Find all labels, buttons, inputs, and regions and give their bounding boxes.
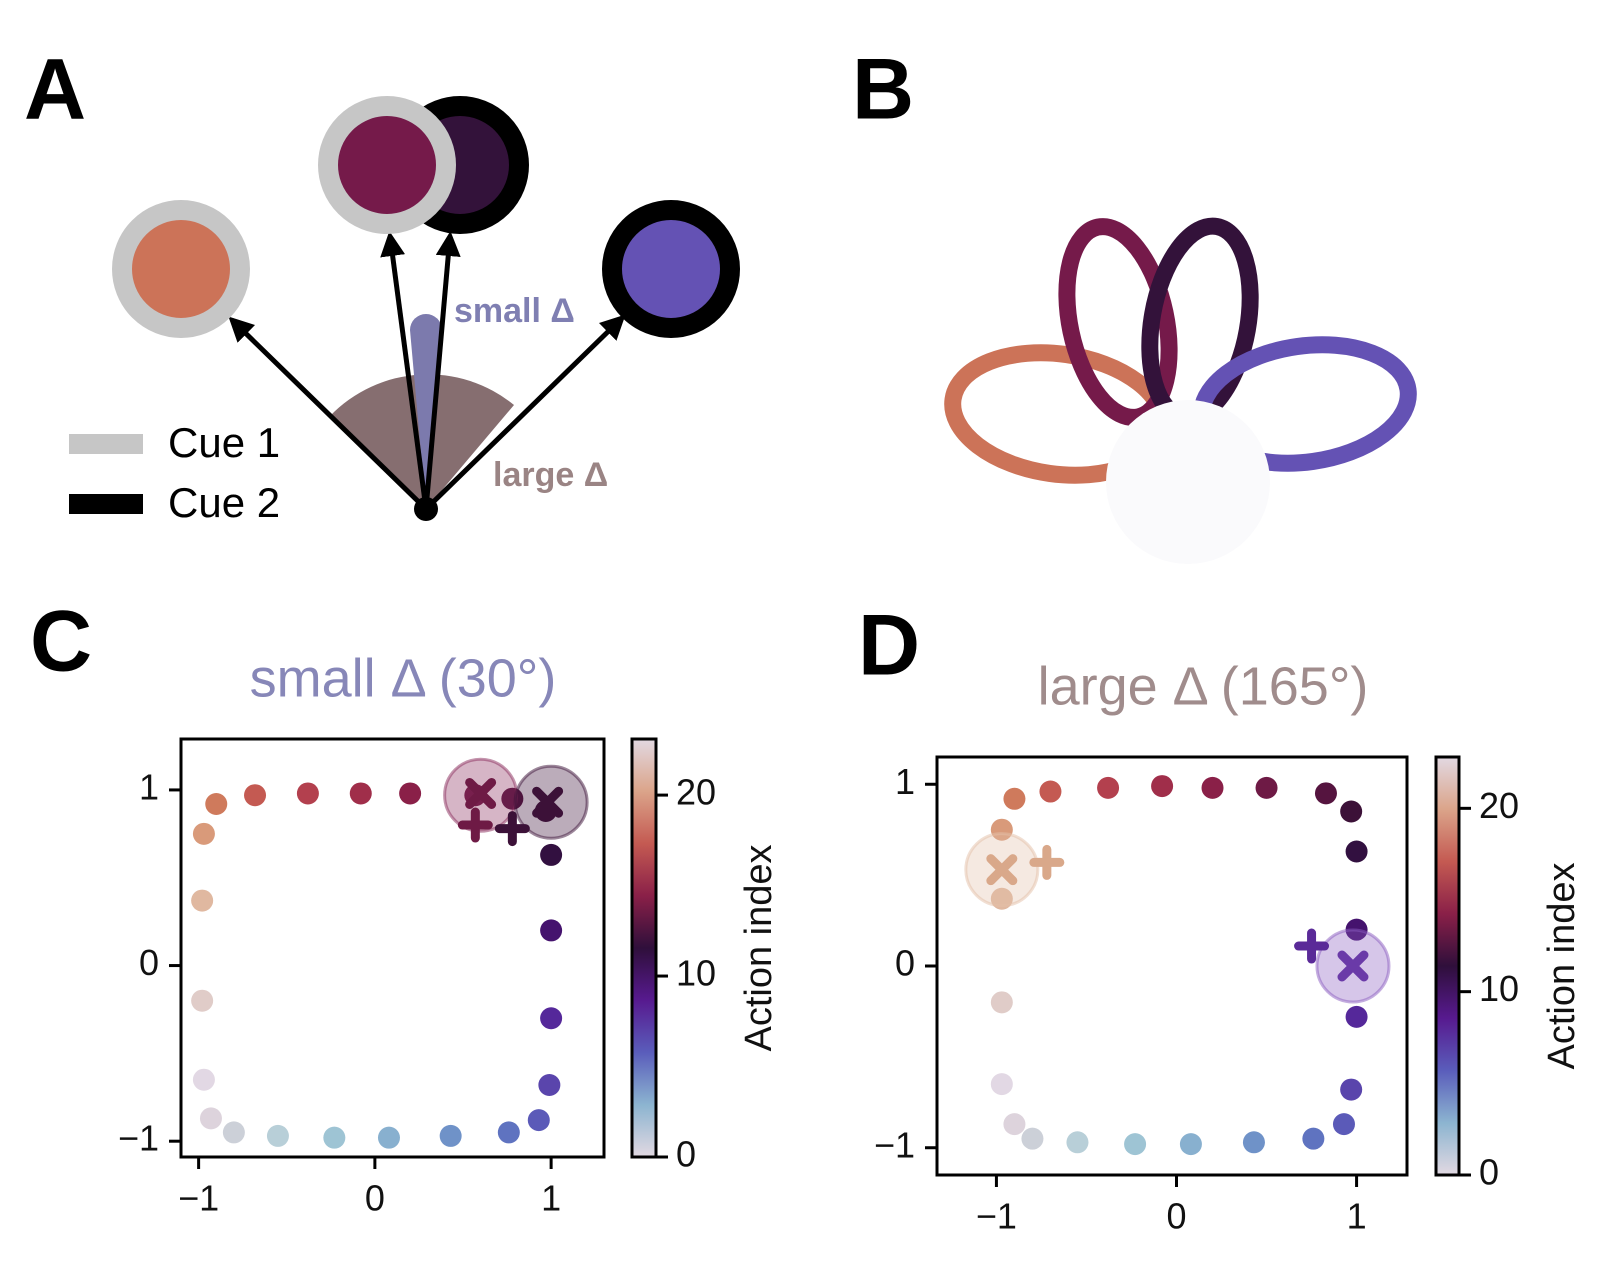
x-marker — [465, 777, 497, 809]
axes-frame — [179, 737, 606, 1159]
point — [990, 1073, 1013, 1096]
colorbar-label: Action index — [738, 844, 780, 1051]
y-tick-label: 1 — [895, 761, 915, 802]
point — [1345, 840, 1368, 863]
point — [1066, 1131, 1089, 1154]
point — [1345, 1005, 1368, 1028]
plus-marker — [1294, 928, 1330, 964]
legend-label: Cue 2 — [168, 479, 280, 526]
colorbar — [1434, 755, 1461, 1177]
point — [1179, 1133, 1202, 1156]
y-tick-label: −1 — [874, 1124, 915, 1165]
point — [192, 822, 215, 845]
point — [990, 991, 1013, 1014]
x-tick-label: −1 — [976, 1196, 1017, 1237]
point — [1255, 776, 1278, 799]
colorbar-tick-label: 20 — [676, 772, 716, 813]
x-tick-label: −1 — [178, 1178, 219, 1219]
arrow — [228, 316, 428, 511]
x-tick-label: 1 — [1347, 1196, 1367, 1237]
diagram-b — [944, 217, 1417, 564]
point — [540, 1007, 563, 1030]
x-tick-label: 0 — [1166, 1196, 1186, 1237]
plus-marker — [1029, 844, 1065, 880]
point — [222, 1121, 245, 1144]
point — [192, 1068, 215, 1091]
cue1-circle — [112, 200, 250, 338]
point — [1003, 1113, 1026, 1136]
y-tick-label: −1 — [118, 1118, 159, 1159]
point — [1151, 775, 1174, 798]
large-delta-label: large Δ — [493, 456, 608, 494]
point — [527, 1109, 550, 1132]
point — [1003, 787, 1026, 810]
chart-title: small Δ (30°) — [250, 648, 557, 708]
point — [1242, 1131, 1265, 1154]
plus-marker — [457, 807, 493, 843]
point — [1332, 1113, 1355, 1136]
y-tick-label: 0 — [895, 943, 915, 984]
panel-label: A — [24, 42, 86, 138]
point — [205, 792, 228, 815]
legend-label: Cue 1 — [168, 419, 280, 466]
diagram-a: small Δ large Δ Cue 1 Cue 2 — [69, 96, 740, 526]
point — [244, 784, 267, 807]
x-marker — [532, 786, 564, 818]
colorbar — [630, 737, 658, 1159]
arrow — [423, 231, 461, 510]
point — [1039, 780, 1062, 803]
point — [191, 989, 214, 1012]
arrow — [380, 231, 429, 510]
colorbar-tick-label: 20 — [1479, 785, 1519, 826]
panel-label: B — [852, 42, 914, 138]
point — [538, 1073, 561, 1096]
small-wedge — [410, 314, 442, 509]
point — [191, 889, 214, 912]
point — [497, 1121, 520, 1144]
point — [439, 1124, 462, 1147]
origin — [414, 497, 438, 521]
y-tick-label: 1 — [139, 766, 159, 807]
colorbar-label: Action index — [1541, 862, 1583, 1069]
center-disc — [1106, 400, 1270, 564]
point — [199, 1107, 222, 1130]
point — [1201, 776, 1224, 799]
point — [1097, 776, 1120, 799]
plus-marker — [494, 811, 530, 847]
x-tick-label: 0 — [365, 1178, 385, 1219]
point — [1124, 1133, 1147, 1156]
point — [1314, 782, 1337, 805]
point — [323, 1126, 346, 1149]
small-delta-label: small Δ — [454, 292, 575, 330]
x-marker — [1337, 950, 1369, 982]
point — [1302, 1127, 1325, 1150]
cue1-circle — [318, 96, 456, 234]
point — [1340, 1078, 1363, 1101]
point — [1340, 800, 1363, 823]
colorbar-tick-label: 0 — [676, 1134, 696, 1175]
point — [296, 782, 319, 805]
panel-label: C — [30, 594, 92, 690]
point — [540, 843, 563, 866]
point — [266, 1124, 289, 1147]
point — [1021, 1127, 1044, 1150]
point — [349, 782, 372, 805]
x-marker — [986, 854, 1018, 886]
colorbar-tick-label: 10 — [676, 953, 716, 994]
chart-title: large Δ (165°) — [1038, 656, 1369, 716]
point — [540, 919, 563, 942]
arrow — [424, 314, 626, 511]
colorbar-tick-label: 0 — [1479, 1152, 1499, 1193]
colorbar-tick-label: 10 — [1479, 968, 1519, 1009]
cue2-circle — [602, 200, 740, 338]
point — [377, 1126, 400, 1149]
y-tick-label: 0 — [139, 942, 159, 983]
point — [399, 782, 422, 805]
panel-label: D — [858, 598, 920, 694]
x-tick-label: 1 — [541, 1178, 561, 1219]
